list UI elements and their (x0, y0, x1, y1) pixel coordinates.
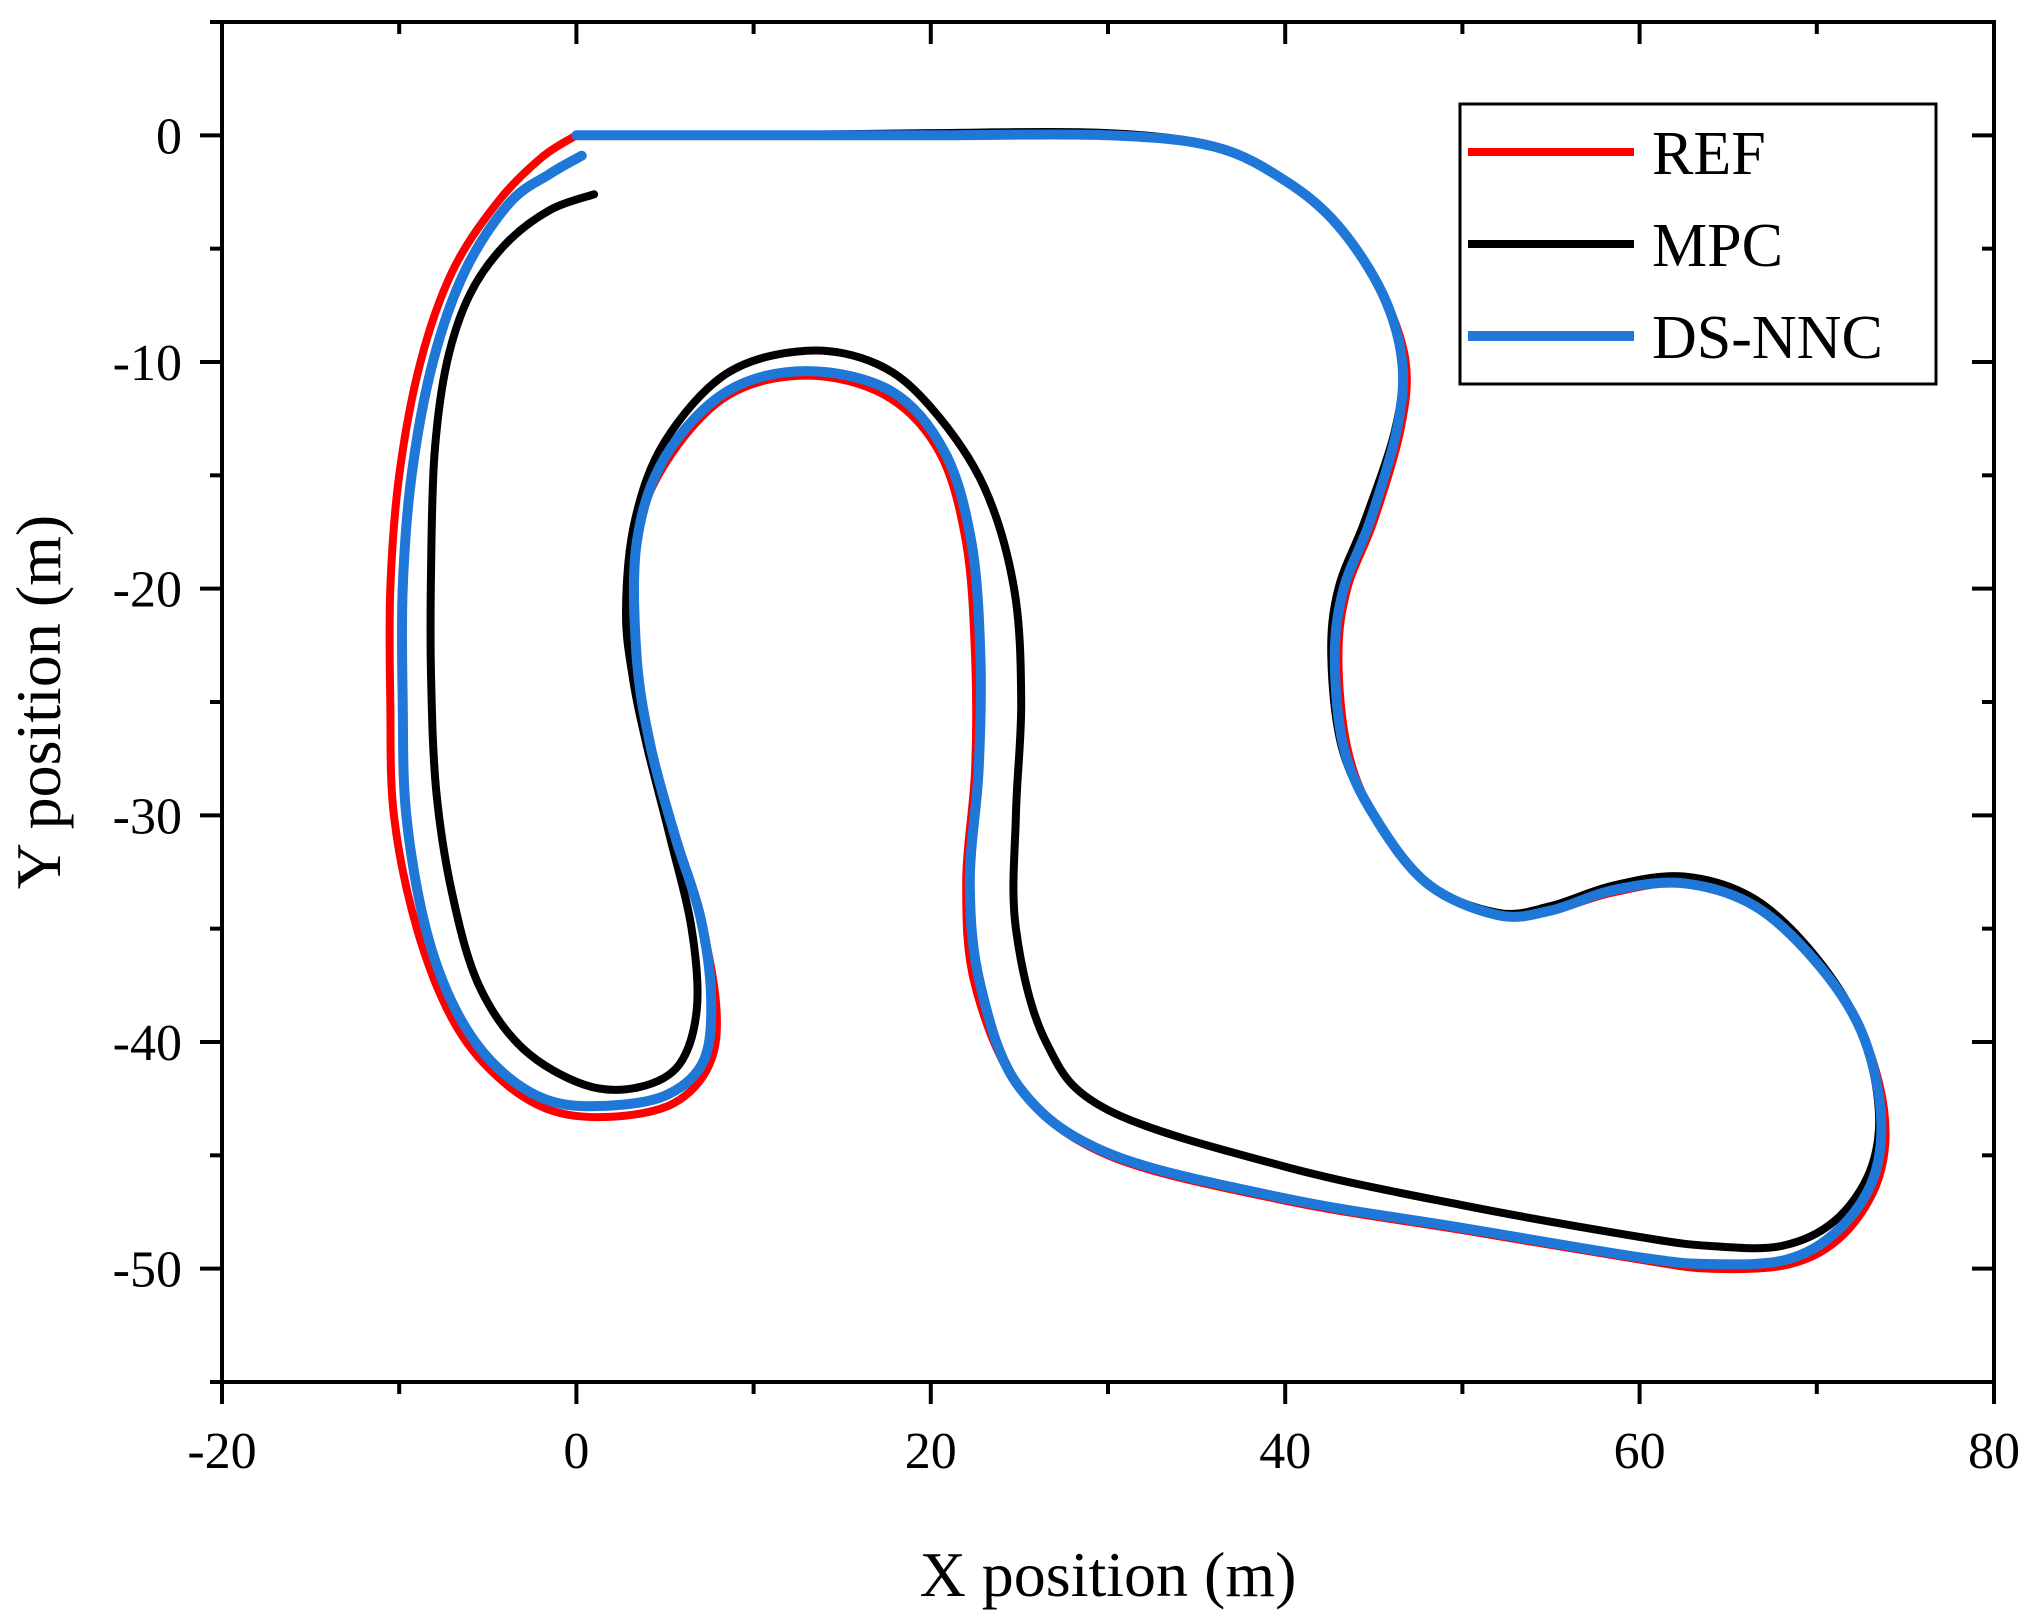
y-tick-label: 0 (156, 108, 182, 165)
y-tick-label: -50 (113, 1242, 182, 1299)
y-tick-label: -30 (113, 788, 182, 845)
x-tick-label: 0 (563, 1423, 589, 1480)
legend-label-mpc: MPC (1652, 212, 1783, 280)
series-lines (385, 127, 1890, 1274)
legend-label-ref: REF (1652, 120, 1766, 188)
y-tick-label: -10 (113, 335, 182, 392)
x-tick-label: -20 (187, 1423, 256, 1480)
x-tick-label: 80 (1968, 1423, 2020, 1480)
x-axis-title: X position (m) (920, 1539, 1297, 1610)
x-tick-label: 20 (905, 1423, 957, 1480)
axis-ticks (200, 20, 1996, 1404)
y-axis-title: Y position (m) (3, 515, 74, 890)
x-tick-label: 40 (1259, 1423, 1311, 1480)
legend: REF MPC DS-NNC (1458, 102, 1938, 386)
y-tick-label: -20 (113, 562, 182, 619)
legend-label-ds-nnc: DS-NNC (1652, 304, 1883, 372)
series-line-ds-nnc (396, 129, 1887, 1270)
y-tick-label: -40 (113, 1015, 182, 1072)
x-tick-label: 60 (1614, 1423, 1666, 1480)
tick-labels: -20 0 20 40 60 80 0 -10 -20 -30 -40 -50 (113, 108, 2020, 1480)
